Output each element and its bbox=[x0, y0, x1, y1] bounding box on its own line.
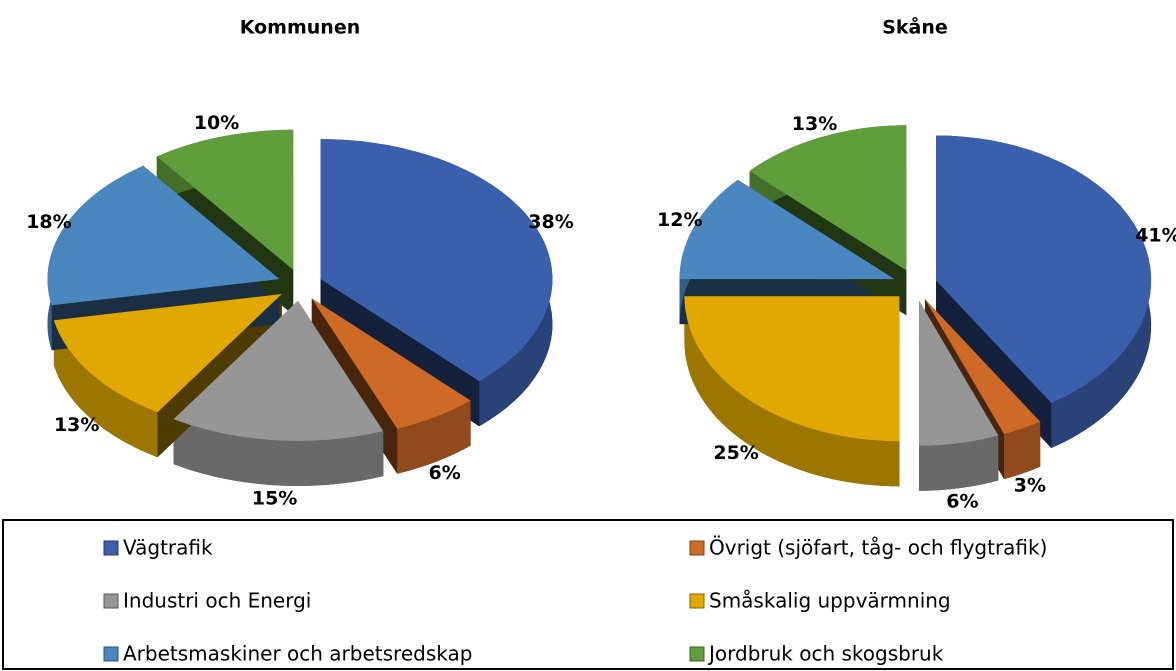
legend-swatch bbox=[689, 646, 705, 662]
legend-swatch bbox=[103, 593, 119, 609]
slice bbox=[156, 129, 294, 270]
data-label: 41% bbox=[1135, 225, 1176, 247]
slice bbox=[749, 125, 907, 271]
legend-label: Vägtrafik bbox=[123, 536, 213, 560]
slice-wall bbox=[919, 435, 999, 491]
legend-label: Arbetsmaskiner och arbetsredskap bbox=[123, 642, 472, 666]
data-label: 10% bbox=[194, 112, 239, 134]
data-label: 6% bbox=[946, 490, 978, 512]
slice bbox=[47, 165, 280, 306]
data-label: 13% bbox=[792, 113, 837, 135]
data-label: 38% bbox=[528, 211, 573, 233]
slice-wall bbox=[1004, 421, 1041, 480]
pie-tops bbox=[47, 129, 553, 441]
slice-wall bbox=[53, 320, 158, 458]
data-label: 3% bbox=[1014, 474, 1046, 496]
pie-tops bbox=[679, 125, 1152, 446]
slice bbox=[919, 300, 999, 446]
data-label: 25% bbox=[713, 442, 758, 464]
slice bbox=[684, 296, 900, 442]
legend-swatch bbox=[103, 646, 119, 662]
slice bbox=[925, 299, 1041, 435]
slice bbox=[53, 294, 282, 413]
slice bbox=[311, 298, 471, 429]
slice-wall bbox=[684, 296, 900, 487]
legend-label: Övrigt (sjöfart, tåg- och flygtrafik) bbox=[709, 536, 1047, 560]
slice bbox=[936, 135, 1152, 403]
data-label: 13% bbox=[54, 414, 99, 436]
legend-swatch bbox=[103, 540, 119, 556]
data-label: 18% bbox=[26, 211, 71, 233]
slice-wall bbox=[397, 400, 471, 474]
slice bbox=[173, 300, 384, 441]
chart-title: Kommunen bbox=[240, 17, 361, 39]
data-label: 15% bbox=[252, 488, 297, 510]
legend-box bbox=[2, 519, 1174, 670]
slice bbox=[679, 179, 895, 280]
slice bbox=[320, 139, 553, 382]
legend-swatch bbox=[689, 540, 705, 556]
data-label: 6% bbox=[429, 462, 461, 484]
legend-label: Småskalig uppvärmning bbox=[709, 589, 951, 613]
data-label: 12% bbox=[657, 209, 702, 231]
chart-title: Skåne bbox=[882, 15, 948, 39]
legend-swatch bbox=[689, 593, 705, 609]
legend-label: Jordbruk och skogsbruk bbox=[707, 642, 944, 666]
legend-label: Industri och Energi bbox=[123, 589, 311, 613]
slice-wall bbox=[173, 419, 384, 486]
